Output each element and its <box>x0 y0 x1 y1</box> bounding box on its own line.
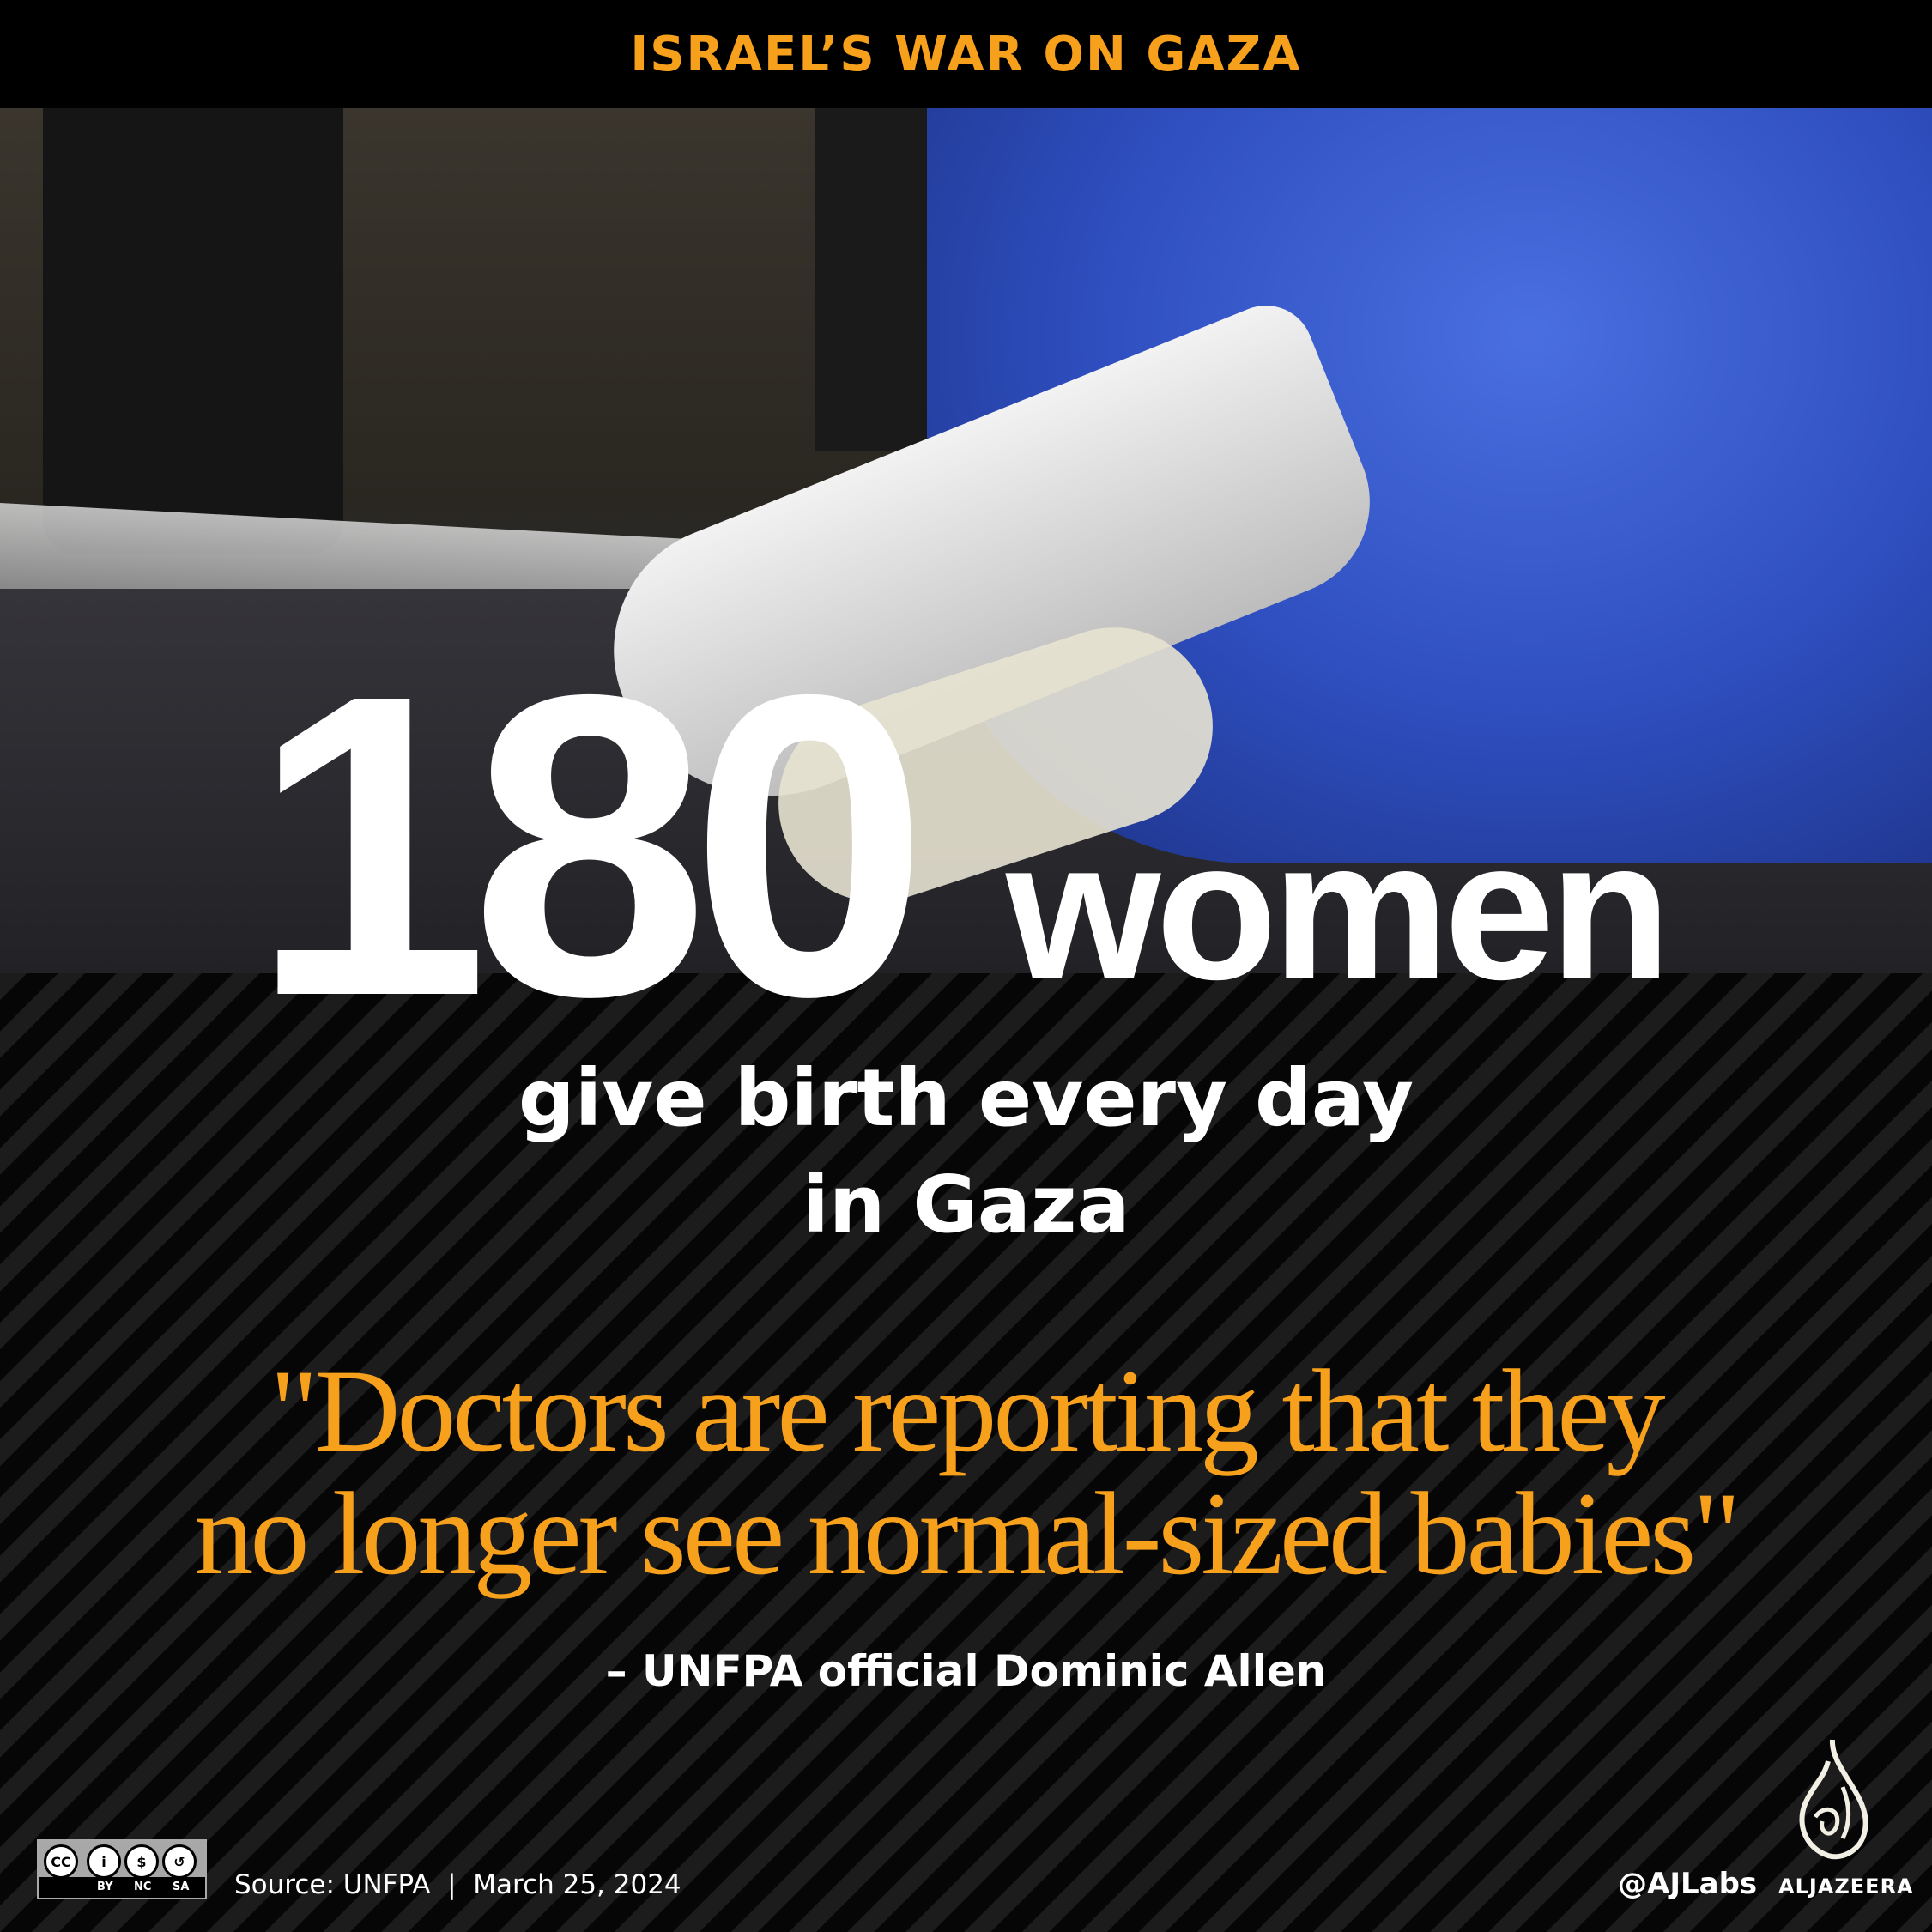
aljazeera-logo-icon <box>1799 1739 1868 1860</box>
quote-line-1: "Doctors are reporting that they <box>270 1345 1665 1476</box>
source-line: Source: UNFPA | March 25, 2024 <box>234 1869 681 1900</box>
quote-attribution: – UNFPA official Dominic Allen <box>605 1646 1327 1696</box>
quote-line-2: no longer see normal-sized babies" <box>194 1468 1741 1599</box>
sharealike-icon: ↺ <box>162 1844 197 1879</box>
header-bar: ISRAEL’S WAR ON GAZA <box>0 0 1932 108</box>
attribution-icon: i <box>87 1844 121 1879</box>
headline-number: 180 <box>251 605 929 1085</box>
background-photo <box>0 108 1932 973</box>
cc-icon: CC <box>44 1844 78 1879</box>
header-title: ISRAEL’S WAR ON GAZA <box>630 26 1302 82</box>
creative-commons-badge: CC i $ ↺ BY NC SA <box>37 1839 207 1899</box>
photo-leg <box>43 108 343 554</box>
noncommercial-icon: $ <box>124 1844 159 1879</box>
striped-background <box>0 973 1932 1932</box>
cc-label-by: BY <box>97 1881 113 1893</box>
social-handle: @AJLabs <box>1618 1867 1758 1901</box>
subtitle-line-2: in Gaza <box>802 1159 1130 1251</box>
subtitle-line-1: give birth every day <box>518 1052 1414 1144</box>
cc-label-nc: NC <box>134 1881 152 1893</box>
brand-wordmark: ALJAZEERA <box>1778 1874 1914 1899</box>
headline-unit: women <box>1006 799 1671 1021</box>
cc-label-sa: SA <box>173 1881 190 1893</box>
